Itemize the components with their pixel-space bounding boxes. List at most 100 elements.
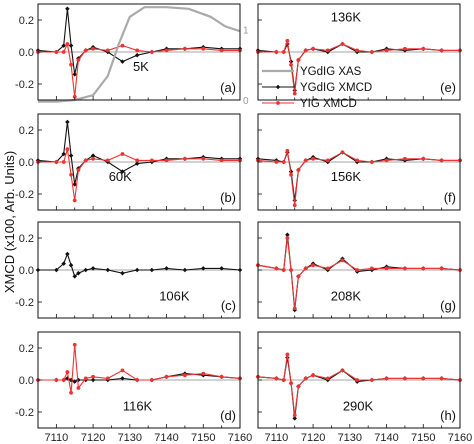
data-point [61,160,66,164]
series-yig-xmcd [256,352,462,418]
panel-c: 0.2 0.0 -0.2 106K (c) [15,221,243,319]
data-point [439,376,444,381]
series-yig-xmcd [36,42,242,99]
data-point [164,158,169,163]
series-yig-xmcd [36,342,242,395]
data-point [76,58,81,62]
data-point [281,268,286,272]
legend-entry: YGdIG XMCD [262,82,372,94]
data-point [292,203,297,208]
data-point [285,236,290,240]
y-tick-label: 0.2 [19,343,34,355]
x-tick-label: 7150 [191,432,215,444]
data-point [164,266,169,271]
data-point [403,46,407,51]
y-tick-label: 0.2 [19,233,34,245]
data-point [105,267,111,273]
temperature-label: 106K [159,289,190,304]
data-point [83,267,89,273]
data-point [274,376,279,381]
panel-letter: (e) [440,80,456,95]
data-point [135,48,140,53]
series-line [257,150,460,206]
data-point [303,266,308,271]
data-point [91,374,95,379]
x-tick-label: 7110 [265,432,289,444]
data-point [439,48,444,53]
data-point [285,148,290,153]
data-point [296,168,301,172]
data-point [69,390,73,395]
data-point [303,48,308,53]
data-point [149,267,155,273]
data-point [219,158,224,163]
data-point [69,172,73,177]
y-tick-label: 0.0 [19,157,34,169]
data-point [439,266,444,271]
data-point [285,352,290,357]
panel-letter: (h) [440,408,456,423]
data-point [384,48,389,53]
series-yig-xmcd [36,147,242,203]
series-line [38,252,241,278]
data-point [439,158,444,163]
data-point [274,50,279,54]
data-point [340,258,345,263]
data-point [296,274,301,279]
data-point [355,48,360,53]
data-point [421,156,426,161]
data-point [90,266,96,271]
y-axis-label: XMCD (x100, Arb. Units) [2,151,17,293]
data-point [384,266,389,271]
x-tick-label: 7140 [374,432,398,444]
data-point [61,378,66,382]
data-point [369,160,374,164]
data-point [182,267,188,273]
data-point [403,376,407,381]
data-point [219,48,224,53]
data-point [201,371,206,376]
data-point [65,42,70,46]
data-point [76,168,81,172]
data-point [120,368,125,373]
data-point [285,38,290,43]
y-tick-label: -0.2 [15,407,34,419]
data-point [183,156,187,161]
y-tick-label: -0.2 [15,79,34,91]
legend-entry: YGdIG XAS [262,66,362,78]
data-point [90,377,96,383]
panel-letter: (b) [220,190,236,205]
data-point [68,43,74,48]
data-point [105,158,110,163]
temperature-label: 156K [331,169,362,184]
legend-label: YGdIG XAS [300,66,362,78]
data-point [54,50,59,54]
data-point [289,172,293,177]
data-point [83,158,88,163]
data-point [421,376,426,381]
data-point [403,266,407,271]
data-point [120,59,125,64]
data-point [289,268,293,272]
data-point [340,368,345,373]
data-point [149,50,154,54]
series-line [38,344,241,393]
data-point [369,266,374,271]
data-point [325,158,330,163]
data-point [384,376,389,381]
data-point [72,72,77,77]
data-point [120,270,125,276]
data-point [289,381,293,386]
data-point [91,46,95,51]
data-point [61,43,66,48]
data-point [120,43,125,48]
data-point [403,156,407,161]
data-point [355,158,360,163]
data-point [311,156,315,161]
panel-e: 136K (e) [255,3,463,101]
x-tick-label: 7160 [448,432,472,444]
data-point [355,268,360,272]
x-tick-label: 7110 [45,432,69,444]
legend-marker [275,84,281,90]
panel-h: 7110 7120 7130 7140 7150 7160 290K (h) [255,331,472,444]
